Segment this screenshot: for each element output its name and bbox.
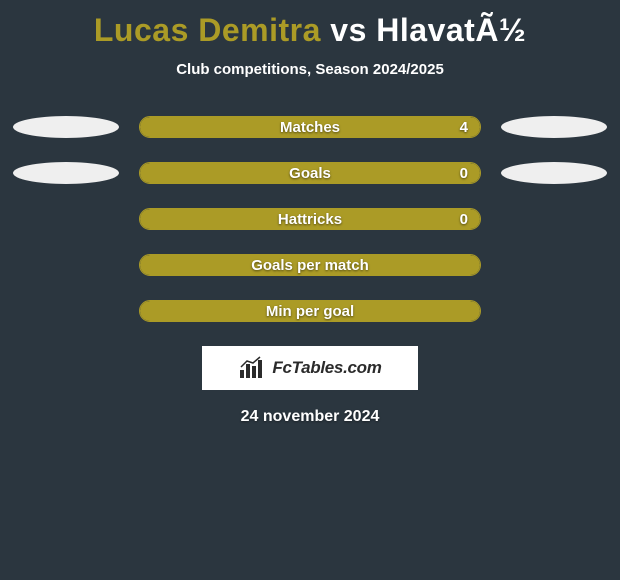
player1-name: Lucas Demitra	[94, 12, 321, 48]
right-ellipse	[501, 208, 607, 230]
right-ellipse	[501, 300, 607, 322]
left-ellipse	[13, 254, 119, 276]
stat-label: Goals per match	[140, 255, 480, 275]
left-ellipse	[13, 162, 119, 184]
stat-row: Goals per match	[0, 254, 620, 276]
stat-row: Goals0	[0, 162, 620, 184]
right-ellipse	[501, 254, 607, 276]
stat-row: Matches4	[0, 116, 620, 138]
vs-text: vs	[330, 12, 367, 48]
stat-label: Min per goal	[140, 301, 480, 321]
stat-value: 0	[460, 209, 468, 229]
subtitle: Club competitions, Season 2024/2025	[0, 61, 620, 78]
right-ellipse	[501, 162, 607, 184]
logo-text: FcTables.com	[272, 358, 381, 378]
right-ellipse	[501, 116, 607, 138]
stat-bar: Hattricks0	[139, 208, 481, 230]
player2-name: HlavatÃ½	[376, 12, 526, 48]
stat-row: Min per goal	[0, 300, 620, 322]
date-text: 24 november 2024	[0, 408, 620, 426]
bar-chart-icon	[238, 356, 266, 380]
page-title: Lucas Demitra vs HlavatÃ½	[0, 0, 620, 49]
stat-row: Hattricks0	[0, 208, 620, 230]
stat-label: Goals	[140, 163, 480, 183]
stat-bar: Min per goal	[139, 300, 481, 322]
stat-label: Matches	[140, 117, 480, 137]
stats-rows: Matches4Goals0Hattricks0Goals per matchM…	[0, 116, 620, 322]
stat-value: 0	[460, 163, 468, 183]
stat-label: Hattricks	[140, 209, 480, 229]
stat-bar: Matches4	[139, 116, 481, 138]
left-ellipse	[13, 300, 119, 322]
stat-bar: Goals0	[139, 162, 481, 184]
left-ellipse	[13, 208, 119, 230]
stat-value: 4	[460, 117, 468, 137]
left-ellipse	[13, 116, 119, 138]
fctables-logo[interactable]: FcTables.com	[202, 346, 418, 390]
stat-bar: Goals per match	[139, 254, 481, 276]
